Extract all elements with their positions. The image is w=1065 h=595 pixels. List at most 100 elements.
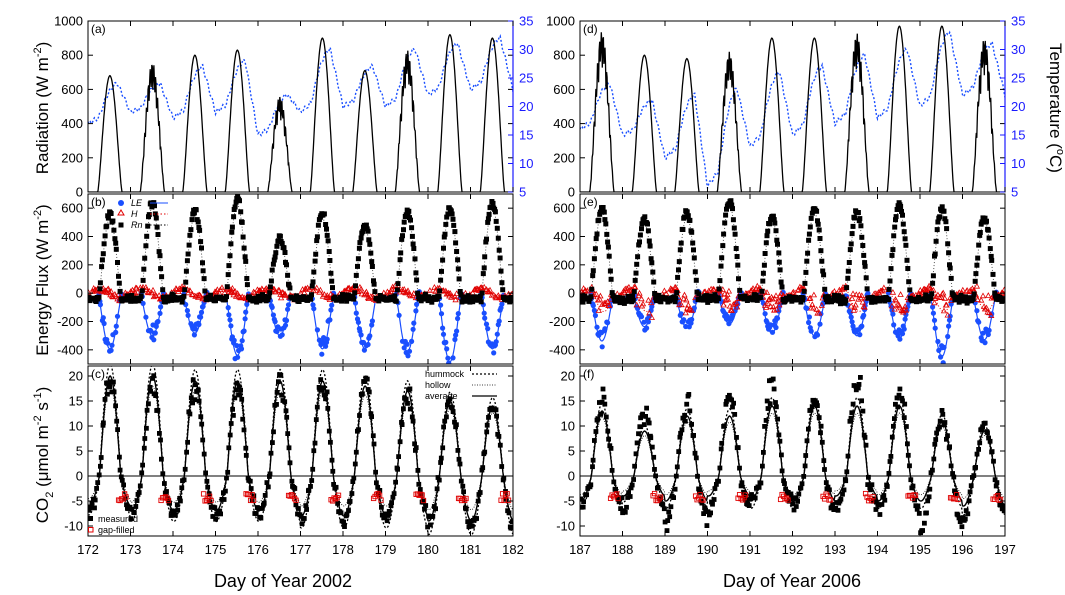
gapfilled-point [121,491,128,497]
y-tick-label: 400 [61,116,83,131]
rn-point [772,220,778,226]
measured-point [101,420,106,426]
h-point [938,294,945,300]
rn-point [244,282,250,288]
rn-point [99,257,105,263]
le-point [324,336,330,342]
measured-point [466,524,472,530]
measured-point [891,423,896,429]
y2-tick-label: 5 [519,185,526,200]
measured-point [629,482,635,488]
rn-point [414,277,420,283]
x-tick-label: 188 [612,542,634,557]
measured-point [416,481,422,487]
measured-point [742,493,748,499]
x-tick-label: 182 [502,542,524,557]
rn-point [241,245,247,251]
measured-point [117,467,123,473]
le-point [225,305,231,311]
rn-point [155,232,161,237]
rn-point [345,292,351,298]
measured-point [357,413,362,418]
rn-point [371,278,376,284]
measured-point [809,404,815,409]
measured-point [111,379,116,385]
rn-point [439,268,444,274]
le-point [413,308,419,314]
x-tick-label: 180 [417,542,439,557]
rn-point [238,209,244,215]
measured-point [374,480,379,486]
measured-point [480,465,486,470]
h-point [178,283,186,289]
h-point [974,296,981,302]
rn-point [239,219,245,225]
measured-point [676,449,682,454]
measured-point [628,485,634,491]
rn-point [977,232,983,238]
gapfilled-point [288,492,295,498]
measured-point [190,377,196,383]
measured-point [613,486,618,492]
rn-point [771,217,777,223]
le-point [945,333,951,340]
gapfilled-point [949,495,955,501]
h-point [133,284,140,291]
measured-point [447,396,453,402]
rn-point [775,241,780,247]
measured-point [790,501,795,507]
measured-point [458,478,464,484]
measured-point [925,498,931,504]
le-point [452,336,458,343]
rn-point [237,198,242,204]
plot-body [580,25,1005,192]
rn-point [105,215,111,221]
rn-point [763,240,769,246]
le-point [691,305,697,311]
rn-point [232,204,238,210]
le-point [365,341,371,348]
rn-point [637,239,642,245]
measured-point [773,400,778,405]
le-point [455,311,461,317]
measured-point [430,513,436,519]
le-point [140,300,146,306]
le-point [591,307,598,314]
measured-point [814,400,819,406]
rn-point [806,231,812,237]
rn-point [282,250,288,255]
energy-y-label: Energy Flux (W m-2) [32,204,52,355]
measured-point [373,469,378,475]
rn-point [244,276,250,281]
measured-point [412,441,417,447]
rn-point [815,218,820,224]
rn-point [673,295,679,301]
rn-point [922,296,927,302]
rn-point [992,290,998,296]
le-point [890,311,896,317]
rn-point [332,294,338,300]
measured-point [879,502,885,507]
measured-point [249,497,255,503]
panel-c: -10 -5 0 5 10 15 20 172 173 174 175 176 177 178 179 180… [64,365,524,557]
rn-point [113,240,119,246]
y-tick-label: -400 [549,342,575,357]
gapfilled-point [249,492,255,498]
measured-point [777,438,783,444]
measured-point [928,470,934,476]
measured-point [293,502,299,508]
measured-point [980,424,985,430]
measured-point [729,397,734,403]
le-point [814,332,821,338]
le-point [930,304,936,310]
measured-point [893,401,898,407]
measured-point [955,512,961,518]
h-point [648,314,655,320]
h-point [661,287,668,294]
measured-point [902,401,908,407]
measured-point [377,488,383,493]
rn-point [477,296,482,302]
measured-point [646,420,652,426]
le-point [454,328,460,334]
y2-tick-label: 25 [1011,71,1025,86]
